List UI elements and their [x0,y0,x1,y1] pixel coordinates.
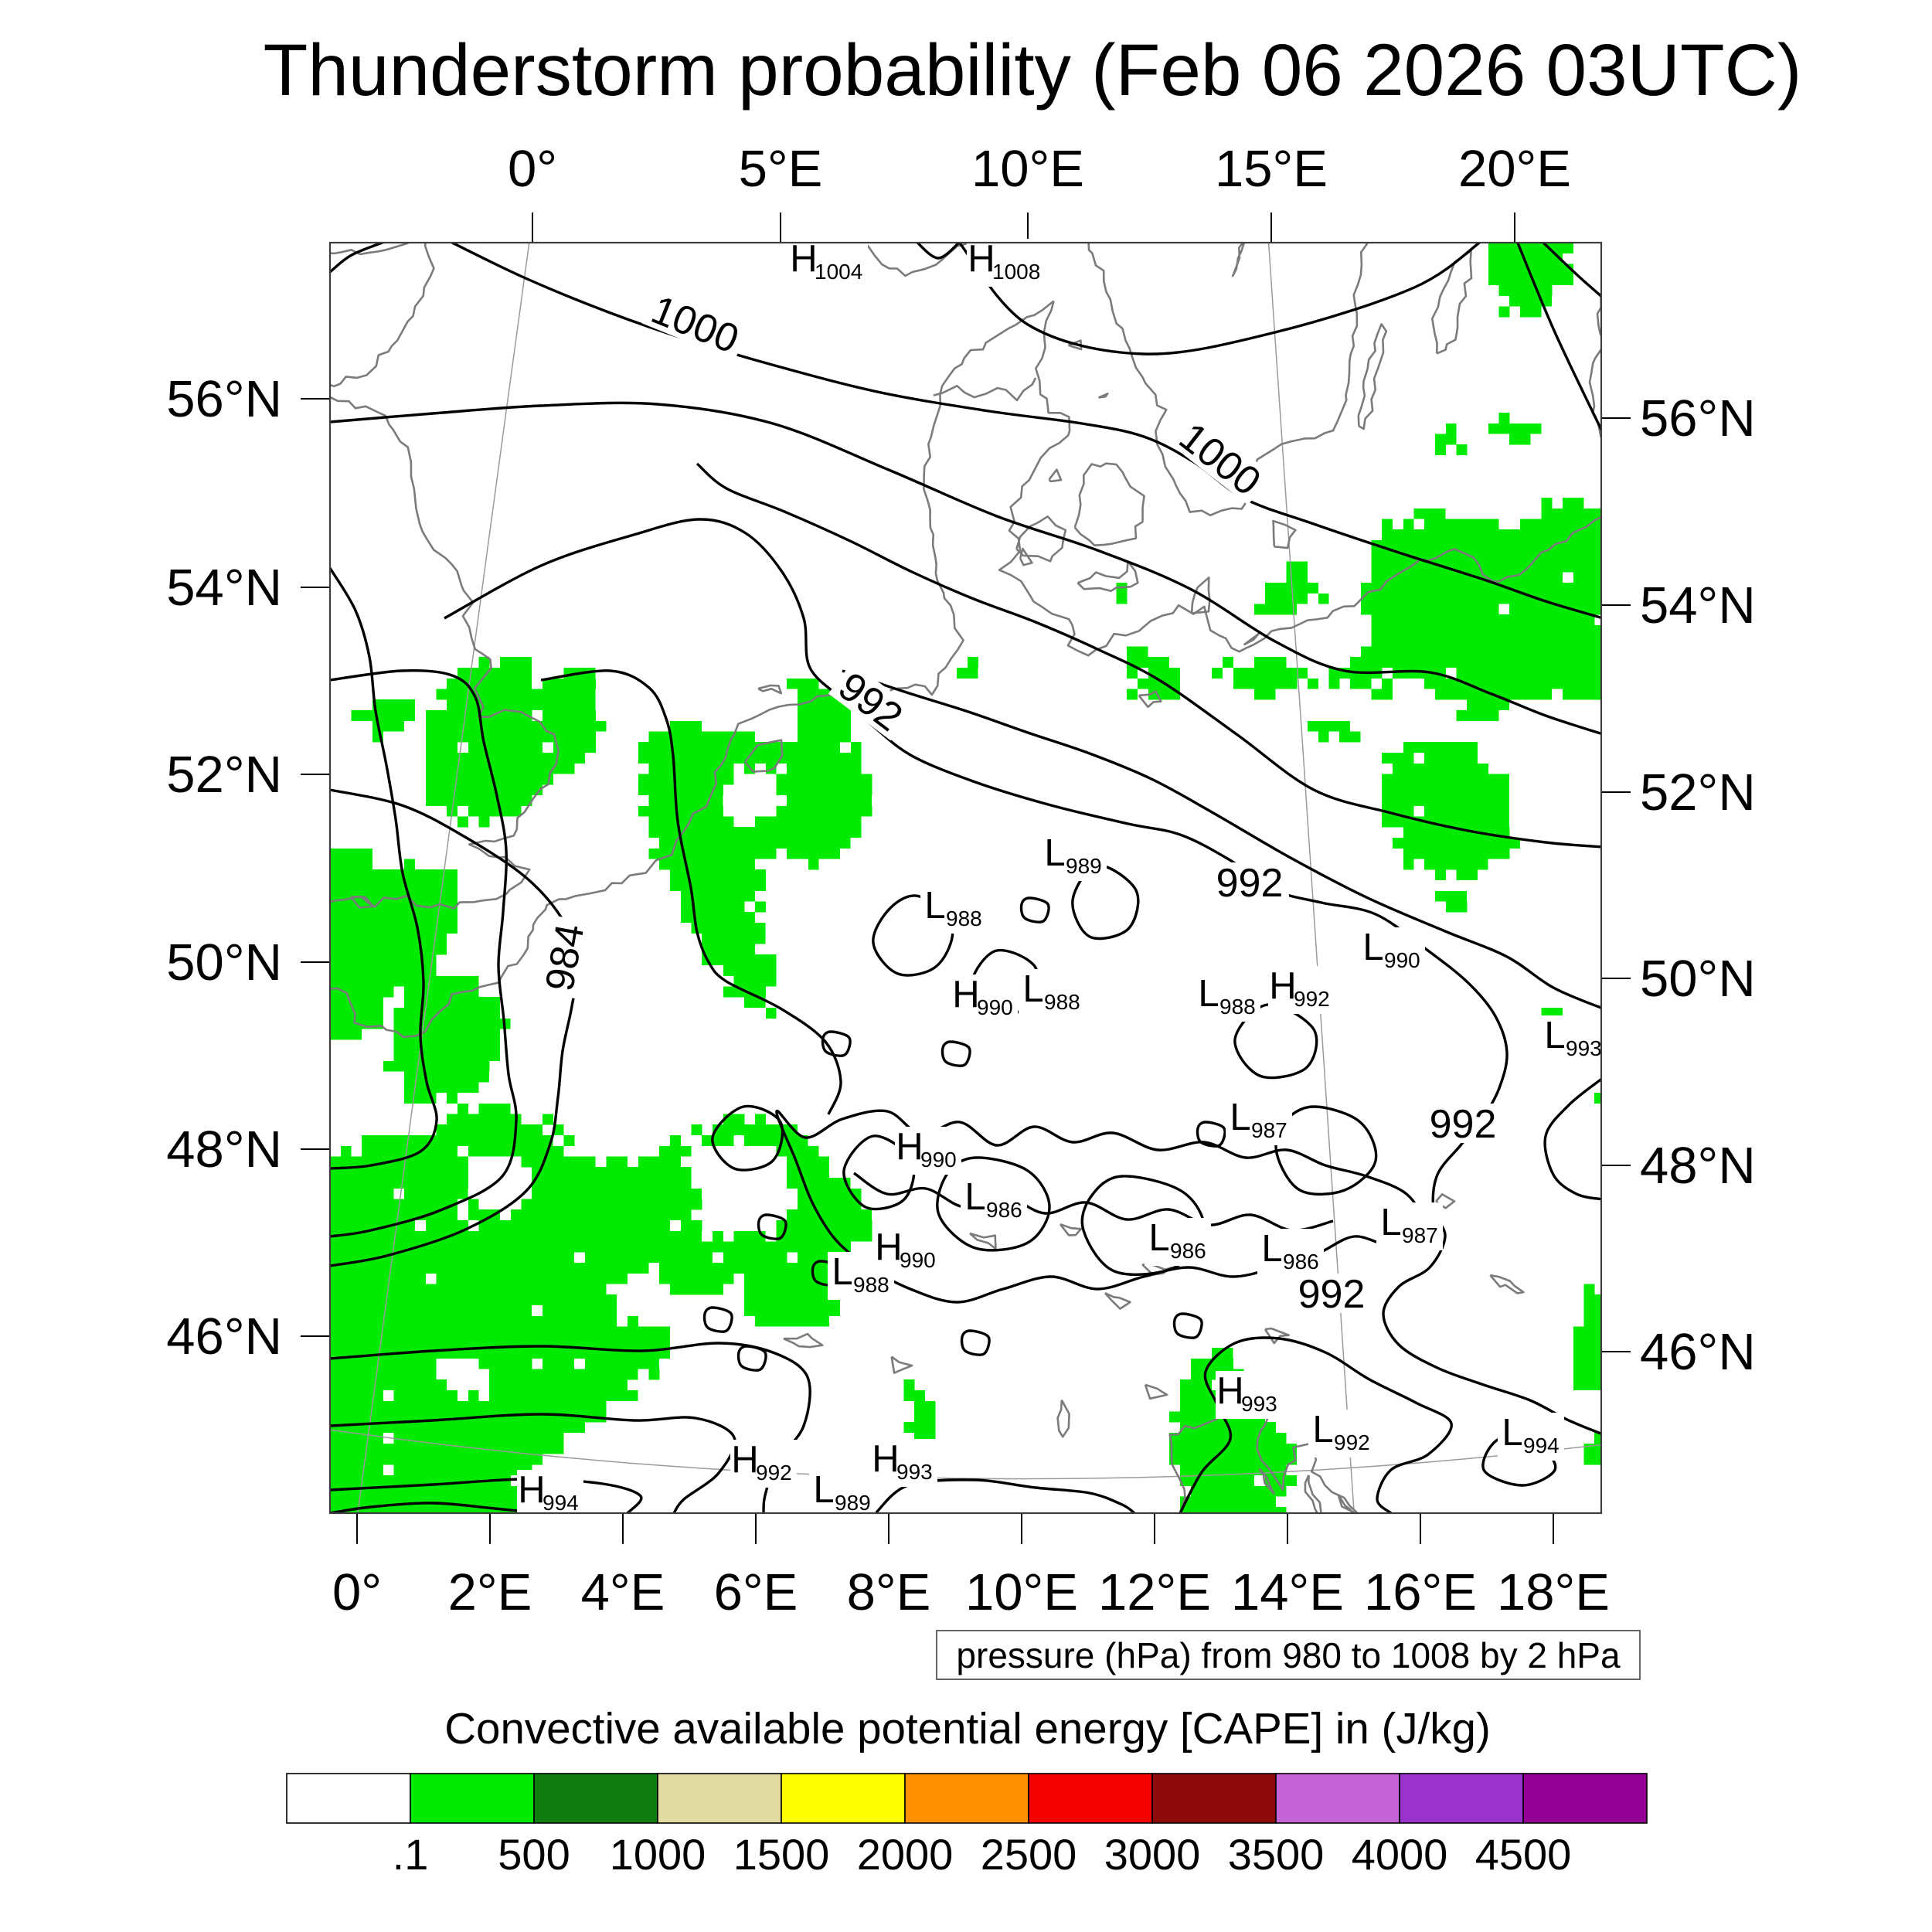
svg-text:H: H [790,238,817,280]
svg-text:992: 992 [1294,987,1330,1011]
svg-text:3000: 3000 [1104,1830,1201,1879]
svg-text:986: 986 [986,1198,1022,1222]
svg-text:993: 993 [896,1460,933,1484]
svg-text:989: 989 [1066,854,1102,878]
svg-text:990: 990 [977,995,1013,1019]
svg-text:992: 992 [756,1461,792,1485]
svg-text:52°N: 52°N [1640,764,1756,821]
svg-text:L: L [1312,1409,1333,1451]
svg-text:988: 988 [946,906,982,930]
svg-text:0°: 0° [508,140,557,198]
svg-text:986: 986 [1170,1239,1206,1263]
svg-text:L: L [964,1176,985,1218]
svg-text:L: L [1230,1097,1250,1138]
svg-text:16°E: 16°E [1364,1563,1477,1621]
svg-text:992: 992 [1430,1102,1497,1147]
svg-text:10°E: 10°E [965,1563,1078,1621]
svg-text:20°E: 20°E [1458,140,1571,198]
svg-text:3500: 3500 [1228,1830,1325,1879]
svg-text:50°N: 50°N [166,934,282,992]
svg-text:994: 994 [1523,1434,1560,1458]
svg-text:54°N: 54°N [1640,577,1756,634]
svg-text:992: 992 [1334,1430,1370,1454]
svg-text:H: H [896,1126,923,1168]
svg-text:2000: 2000 [857,1830,954,1879]
svg-text:H: H [1269,965,1296,1007]
svg-text:L: L [1502,1412,1522,1454]
svg-text:5°E: 5°E [739,140,823,198]
svg-text:1500: 1500 [733,1830,830,1879]
svg-text:1000: 1000 [610,1830,706,1879]
svg-text:2°E: 2°E [448,1563,532,1621]
svg-text:12°E: 12°E [1098,1563,1211,1621]
svg-text:986: 986 [1283,1250,1319,1274]
svg-text:H: H [952,974,979,1015]
svg-text:14°E: 14°E [1231,1563,1344,1621]
svg-text:H: H [875,1226,902,1268]
svg-text:L: L [1148,1217,1169,1259]
svg-text:2500: 2500 [981,1830,1077,1879]
svg-text:18°E: 18°E [1497,1563,1610,1621]
svg-text:L: L [1261,1228,1282,1270]
svg-text:994: 994 [543,1491,579,1515]
svg-text:10°E: 10°E [971,140,1084,198]
svg-text:4000: 4000 [1352,1830,1448,1879]
svg-text:987: 987 [1402,1223,1438,1247]
svg-text:54°N: 54°N [166,559,282,617]
svg-text:L: L [1198,973,1219,1015]
svg-text:L: L [1544,1015,1565,1056]
svg-text:L: L [924,885,945,927]
svg-text:48°N: 48°N [166,1121,282,1179]
svg-text:52°N: 52°N [166,746,282,804]
svg-text:56°N: 56°N [166,370,282,428]
svg-text:1004: 1004 [815,260,862,284]
svg-text:56°N: 56°N [1640,389,1756,447]
svg-text:H: H [1216,1370,1243,1412]
svg-text:L: L [1044,832,1065,874]
svg-text:50°N: 50°N [1640,950,1756,1008]
svg-text:8°E: 8°E [847,1563,931,1621]
svg-text:15°E: 15°E [1215,140,1328,198]
svg-text:Convective available potential: Convective available potential energy [C… [444,1704,1491,1753]
svg-text:L: L [813,1469,834,1511]
svg-text:H: H [731,1439,758,1481]
svg-text:1008: 1008 [992,260,1040,284]
svg-text:990: 990 [900,1248,936,1272]
svg-text:990: 990 [1384,948,1420,972]
svg-text:L: L [1362,927,1383,968]
svg-text:H: H [968,238,995,280]
svg-text:Thunderstorm probability (Feb: Thunderstorm probability (Feb 06 2026 03… [264,29,1802,111]
svg-text:L: L [1380,1202,1401,1243]
svg-text:.1: .1 [393,1830,429,1879]
svg-text:46°N: 46°N [166,1308,282,1366]
svg-text:987: 987 [1251,1118,1287,1142]
svg-text:L: L [832,1251,852,1293]
svg-text:4°E: 4°E [581,1563,665,1621]
svg-text:993: 993 [1566,1036,1602,1060]
svg-text:48°N: 48°N [1640,1137,1756,1195]
svg-text:L: L [1022,968,1043,1010]
svg-text:992: 992 [1298,1272,1366,1317]
svg-text:0°: 0° [332,1563,382,1621]
svg-text:992: 992 [1216,861,1284,906]
svg-text:988: 988 [853,1273,889,1297]
svg-text:46°N: 46°N [1640,1323,1756,1381]
svg-text:988: 988 [1044,990,1080,1014]
svg-text:989: 989 [835,1491,871,1515]
svg-text:993: 993 [1241,1392,1277,1416]
svg-text:6°E: 6°E [714,1563,798,1621]
svg-text:pressure (hPa) from 980 to 100: pressure (hPa) from 980 to 1008 by 2 hPa [956,1635,1621,1675]
svg-text:500: 500 [498,1830,570,1879]
svg-text:H: H [518,1469,545,1511]
svg-text:990: 990 [920,1148,957,1172]
svg-text:988: 988 [1219,995,1256,1019]
svg-text:4500: 4500 [1475,1830,1572,1879]
svg-text:H: H [872,1438,899,1480]
